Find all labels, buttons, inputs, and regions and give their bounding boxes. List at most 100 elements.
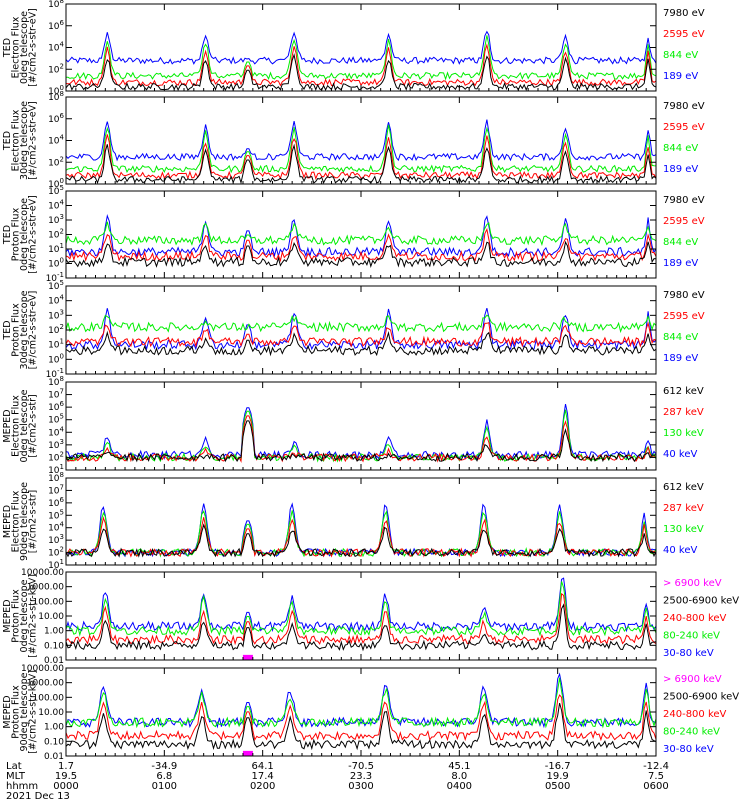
ytick-label: 105 [48,413,64,426]
ytick-label: 108 [48,471,64,484]
ytick-label: 100.00 [33,597,65,607]
xtick-label-lat: -16.7 [545,761,571,772]
ylabel-line: 0deg telescope [19,389,30,462]
ytick-label: 0.10 [44,641,64,651]
ytick-label: 102 [48,62,64,75]
ylabel-line: MEPED [2,599,13,632]
ytick-label: 106 [48,19,64,32]
series-line-black [65,330,657,357]
legend-entry: 189 eV [663,71,698,82]
date-label: 2021 Dec 13 [6,791,70,800]
xtick-label-hhmm: 0500 [545,781,570,792]
xtick-label-hhmm: 0200 [250,781,275,792]
ytick-label: 0.10 [44,737,64,747]
series-line-green [65,409,657,463]
ytick-label: 102 [48,546,64,559]
legend-entry: 40 keV [663,545,697,556]
series-mark-magenta [242,750,253,756]
xtick-label-mlt: 23.3 [350,771,372,782]
xtick-label-lat: -34.9 [151,761,177,772]
ytick-label: 100 [48,352,64,365]
legend-entry: 2500-6900 keV [663,692,739,703]
panel-8-legend: > 6900 keV 2500-6900 keV 240-800 keV 80-240… [663,674,739,755]
series-line-red [65,694,657,742]
series-line-black [65,240,657,269]
ylabel-line: Proton Flux [11,207,22,261]
legend-entry: 40 keV [663,449,697,460]
ylabel-line: MEPED [2,409,13,442]
series-line-red [65,321,657,348]
ytick-label: 1000.00 [27,583,64,593]
ylabel-line: Proton Flux [11,589,22,643]
ylabel-line: MEPED [2,695,13,728]
ylabel-line: 30deg telescope [19,101,30,180]
xtick-label-hhmm: 0100 [152,781,177,792]
ytick-label: 10.00 [38,612,64,622]
ylabel-line: Electron Flux [11,109,22,171]
series-line-red [65,227,657,263]
ylabel-line: TED [2,131,13,151]
xtick-label-mlt: 19.9 [547,771,569,782]
x-row-label-hhmm: hhmm [6,781,38,792]
legend-entry: 844 eV [663,50,698,61]
legend-entry: 240-800 keV [663,709,727,720]
panel-6-series [65,502,657,558]
ytick-label: 104 [48,199,64,212]
legend-entry: 2595 eV [663,216,705,227]
ylabel-line: [#/cm2-s-str-eV] [28,291,39,370]
ytick-label: 106 [48,112,64,125]
ytick-label: 103 [48,213,64,226]
ytick-label: 103 [48,533,64,546]
legend-entry: 7980 eV [663,195,705,206]
ytick-label: 10.00 [38,708,64,718]
ytick-label: 107 [48,388,64,401]
legend-entry: 612 keV [663,482,704,493]
ytick-label: 0.01 [44,752,64,762]
ytick-label: 101 [48,338,64,351]
panel-2-yticks: 100 102 104 106 108 [48,90,656,190]
series-line-blue [65,307,657,351]
legend-entry: 7980 eV [663,101,705,112]
series-line-red [65,415,657,463]
xtick-label-mlt: 6.8 [156,771,172,782]
xtick-label-mlt: 17.4 [252,771,274,782]
legend-entry: 844 eV [663,143,698,154]
ylabel-line: [#/cm2-s-str] [28,394,39,457]
series-line-green [65,35,657,81]
xtick-label-mlt: 8.0 [451,771,467,782]
xtick-label-lat: -70.5 [348,761,374,772]
ytick-label: 103 [48,308,64,321]
ytick-label: 10-1 [46,271,64,284]
ytick-label: 1.00 [44,627,64,637]
ylabel-line: [#/cm2-s-str] [28,490,39,553]
legend-entry: 2595 eV [663,122,705,133]
legend-entry: > 6900 keV [663,578,722,589]
legend-entry: 7980 eV [663,8,705,19]
ytick-label: 102 [48,155,64,168]
ytick-label: 104 [48,134,64,147]
ytick-label: 104 [48,521,64,534]
legend-entry: 189 eV [663,258,698,269]
series-line-green [65,221,657,247]
ytick-label: 105 [48,508,64,521]
series-line-green [65,581,657,637]
panel-8-yticks: 0.01 0.10 1.00 10.00 100.00 1000.00 10000.00 [21,664,656,762]
panel-7-yticks: 0.01 0.10 1.00 10.00 100.00 1000.00 10000.00 [21,568,656,666]
series-line-blue [65,30,657,65]
series-line-green [65,677,657,729]
series-line-black [65,420,657,463]
